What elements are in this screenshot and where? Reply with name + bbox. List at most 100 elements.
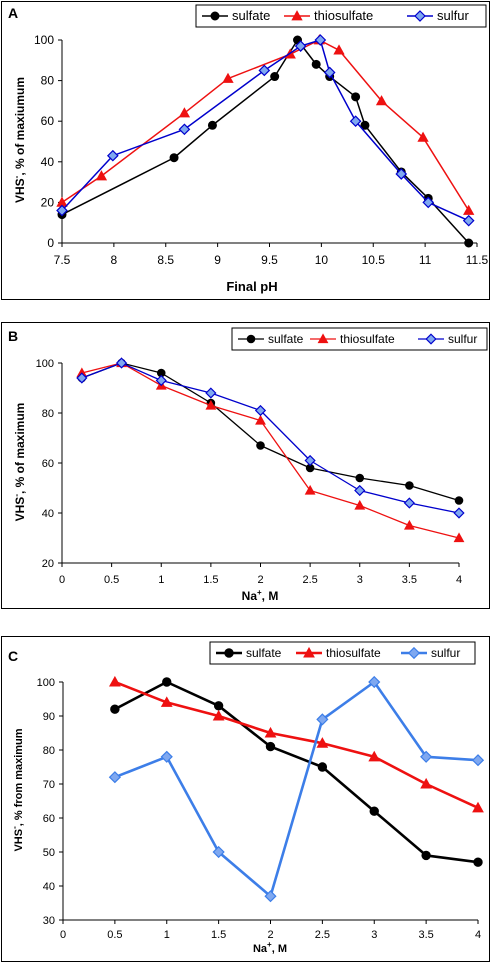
x-axis-label-c: Na+, M <box>253 940 287 955</box>
y-axis-label-b: VHS-, % of maximum <box>12 403 27 522</box>
data-point-thiosulfate <box>453 532 465 543</box>
y-tick-label: 80 <box>42 408 54 420</box>
data-point-sulfur <box>422 196 435 209</box>
data-point-sulfur <box>395 168 408 180</box>
legend-swatch-marker-sulfate <box>246 334 256 344</box>
x-tick-label: 10 <box>315 253 329 267</box>
data-point-thiosulfate <box>333 44 345 55</box>
legend: sulfate thiosulfate sulfur <box>195 4 487 28</box>
data-point-sulfate <box>207 120 217 130</box>
data-point-thiosulfate <box>403 519 415 530</box>
legend-swatch-marker-thiosulfate <box>291 10 303 21</box>
data-point-thiosulfate <box>417 131 429 142</box>
data-point-sulfur <box>155 374 167 387</box>
data-point-sulfate <box>169 153 179 163</box>
x-tick-label: 2.5 <box>302 574 317 586</box>
legend-swatch-marker-sulfate <box>224 648 234 658</box>
data-point-sulfate <box>213 701 224 711</box>
legend-label-sulfate: sulfate <box>232 8 270 23</box>
y-tick-label: 20 <box>42 558 54 570</box>
x-tick-label: 1 <box>164 929 170 941</box>
legend-swatch-marker-sulfur <box>425 333 437 345</box>
data-point-sulfur <box>471 754 485 767</box>
y-tick-label: 60 <box>43 813 55 825</box>
legend-swatch-marker-sulfate <box>210 11 220 21</box>
x-tick-label: 1.5 <box>211 929 226 941</box>
data-point-sulfur <box>106 149 119 162</box>
y-tick-label: 60 <box>41 114 55 128</box>
data-point-sulfur <box>76 372 88 384</box>
data-point-sulfur <box>368 675 381 689</box>
legend-box <box>209 641 476 665</box>
y-tick-label: 60 <box>42 458 54 470</box>
x-tick-label: 11.5 <box>466 253 489 267</box>
data-point-sulfate <box>162 677 172 687</box>
data-point-thiosulfate <box>264 726 277 738</box>
data-point-sulfur <box>314 34 327 46</box>
data-point-sulfur <box>316 713 329 726</box>
data-point-sulfate <box>311 59 321 69</box>
data-point-thiosulfate <box>95 170 108 181</box>
data-point-sulfate <box>256 441 265 450</box>
data-point-thiosulfate <box>255 414 266 425</box>
data-point-sulfate <box>473 857 483 867</box>
y-tick-label: 50 <box>43 847 55 859</box>
y-tick-label: 100 <box>36 358 54 370</box>
x-tick-label: 0 <box>60 929 66 941</box>
data-point-sulfur <box>323 66 336 79</box>
data-point-sulfate <box>464 238 474 248</box>
x-tick-label: 3 <box>357 574 363 586</box>
legend-swatch-marker-thiosulfate <box>303 646 315 658</box>
y-tick-label: 100 <box>37 677 55 689</box>
data-point-thiosulfate <box>222 72 234 83</box>
series-line-sulfate <box>81 362 460 502</box>
panel-label-c: C <box>8 648 18 664</box>
x-tick-label: 3.5 <box>418 929 433 941</box>
series-line-sulfate <box>61 39 470 244</box>
series-line-thiosulfate <box>114 680 479 809</box>
panel-frame-b <box>1 322 490 609</box>
series-line-sulfur <box>114 680 479 898</box>
data-point-sulfate <box>369 806 379 816</box>
data-point-sulfur <box>178 123 191 136</box>
legend-label-sulfate: sulfate <box>246 646 282 660</box>
data-point-sulfur <box>349 115 362 128</box>
data-point-sulfur <box>304 454 316 467</box>
data-point-thiosulfate <box>354 499 366 510</box>
x-tick-label: 8.5 <box>157 253 174 267</box>
x-tick-label: 0.5 <box>107 929 122 941</box>
series-line-thiosulfate <box>61 39 470 211</box>
data-point-sulfur <box>420 750 433 763</box>
data-point-sulfur <box>212 845 225 859</box>
data-point-thiosulfate <box>178 107 191 118</box>
y-tick-label: 20 <box>41 195 55 209</box>
data-point-thiosulfate <box>375 95 388 106</box>
x-tick-label: 8 <box>111 253 118 267</box>
series-line-sulfur <box>81 362 460 514</box>
x-tick-label: 0 <box>59 574 65 586</box>
x-tick-label: 4 <box>475 929 481 941</box>
y-axis-label-c: VHS-, % from maximum <box>10 728 25 851</box>
data-point-sulfur <box>205 387 217 399</box>
data-point-sulfur <box>354 484 366 497</box>
y-tick-label: 100 <box>34 33 54 47</box>
data-point-sulfur <box>115 357 128 369</box>
series-line-sulfate <box>114 680 479 864</box>
data-point-thiosulfate <box>205 399 217 410</box>
data-point-sulfate <box>355 473 365 483</box>
y-tick-label: 40 <box>41 155 55 169</box>
data-point-sulfur <box>56 204 68 217</box>
legend-swatch-marker-sulfur <box>407 646 421 660</box>
data-point-thiosulfate <box>304 484 316 495</box>
data-point-thiosulfate <box>368 750 381 762</box>
data-point-sulfate <box>317 762 328 772</box>
data-point-sulfur <box>294 40 307 52</box>
legend-label-sulfate: sulfate <box>268 332 304 346</box>
data-point-thiosulfate <box>160 696 173 707</box>
data-point-sulfate <box>405 481 414 490</box>
x-tick-label: 9.5 <box>261 253 278 267</box>
x-tick-label: 3 <box>371 929 377 941</box>
data-point-sulfate <box>265 741 276 752</box>
x-tick-label: 9 <box>214 253 221 267</box>
